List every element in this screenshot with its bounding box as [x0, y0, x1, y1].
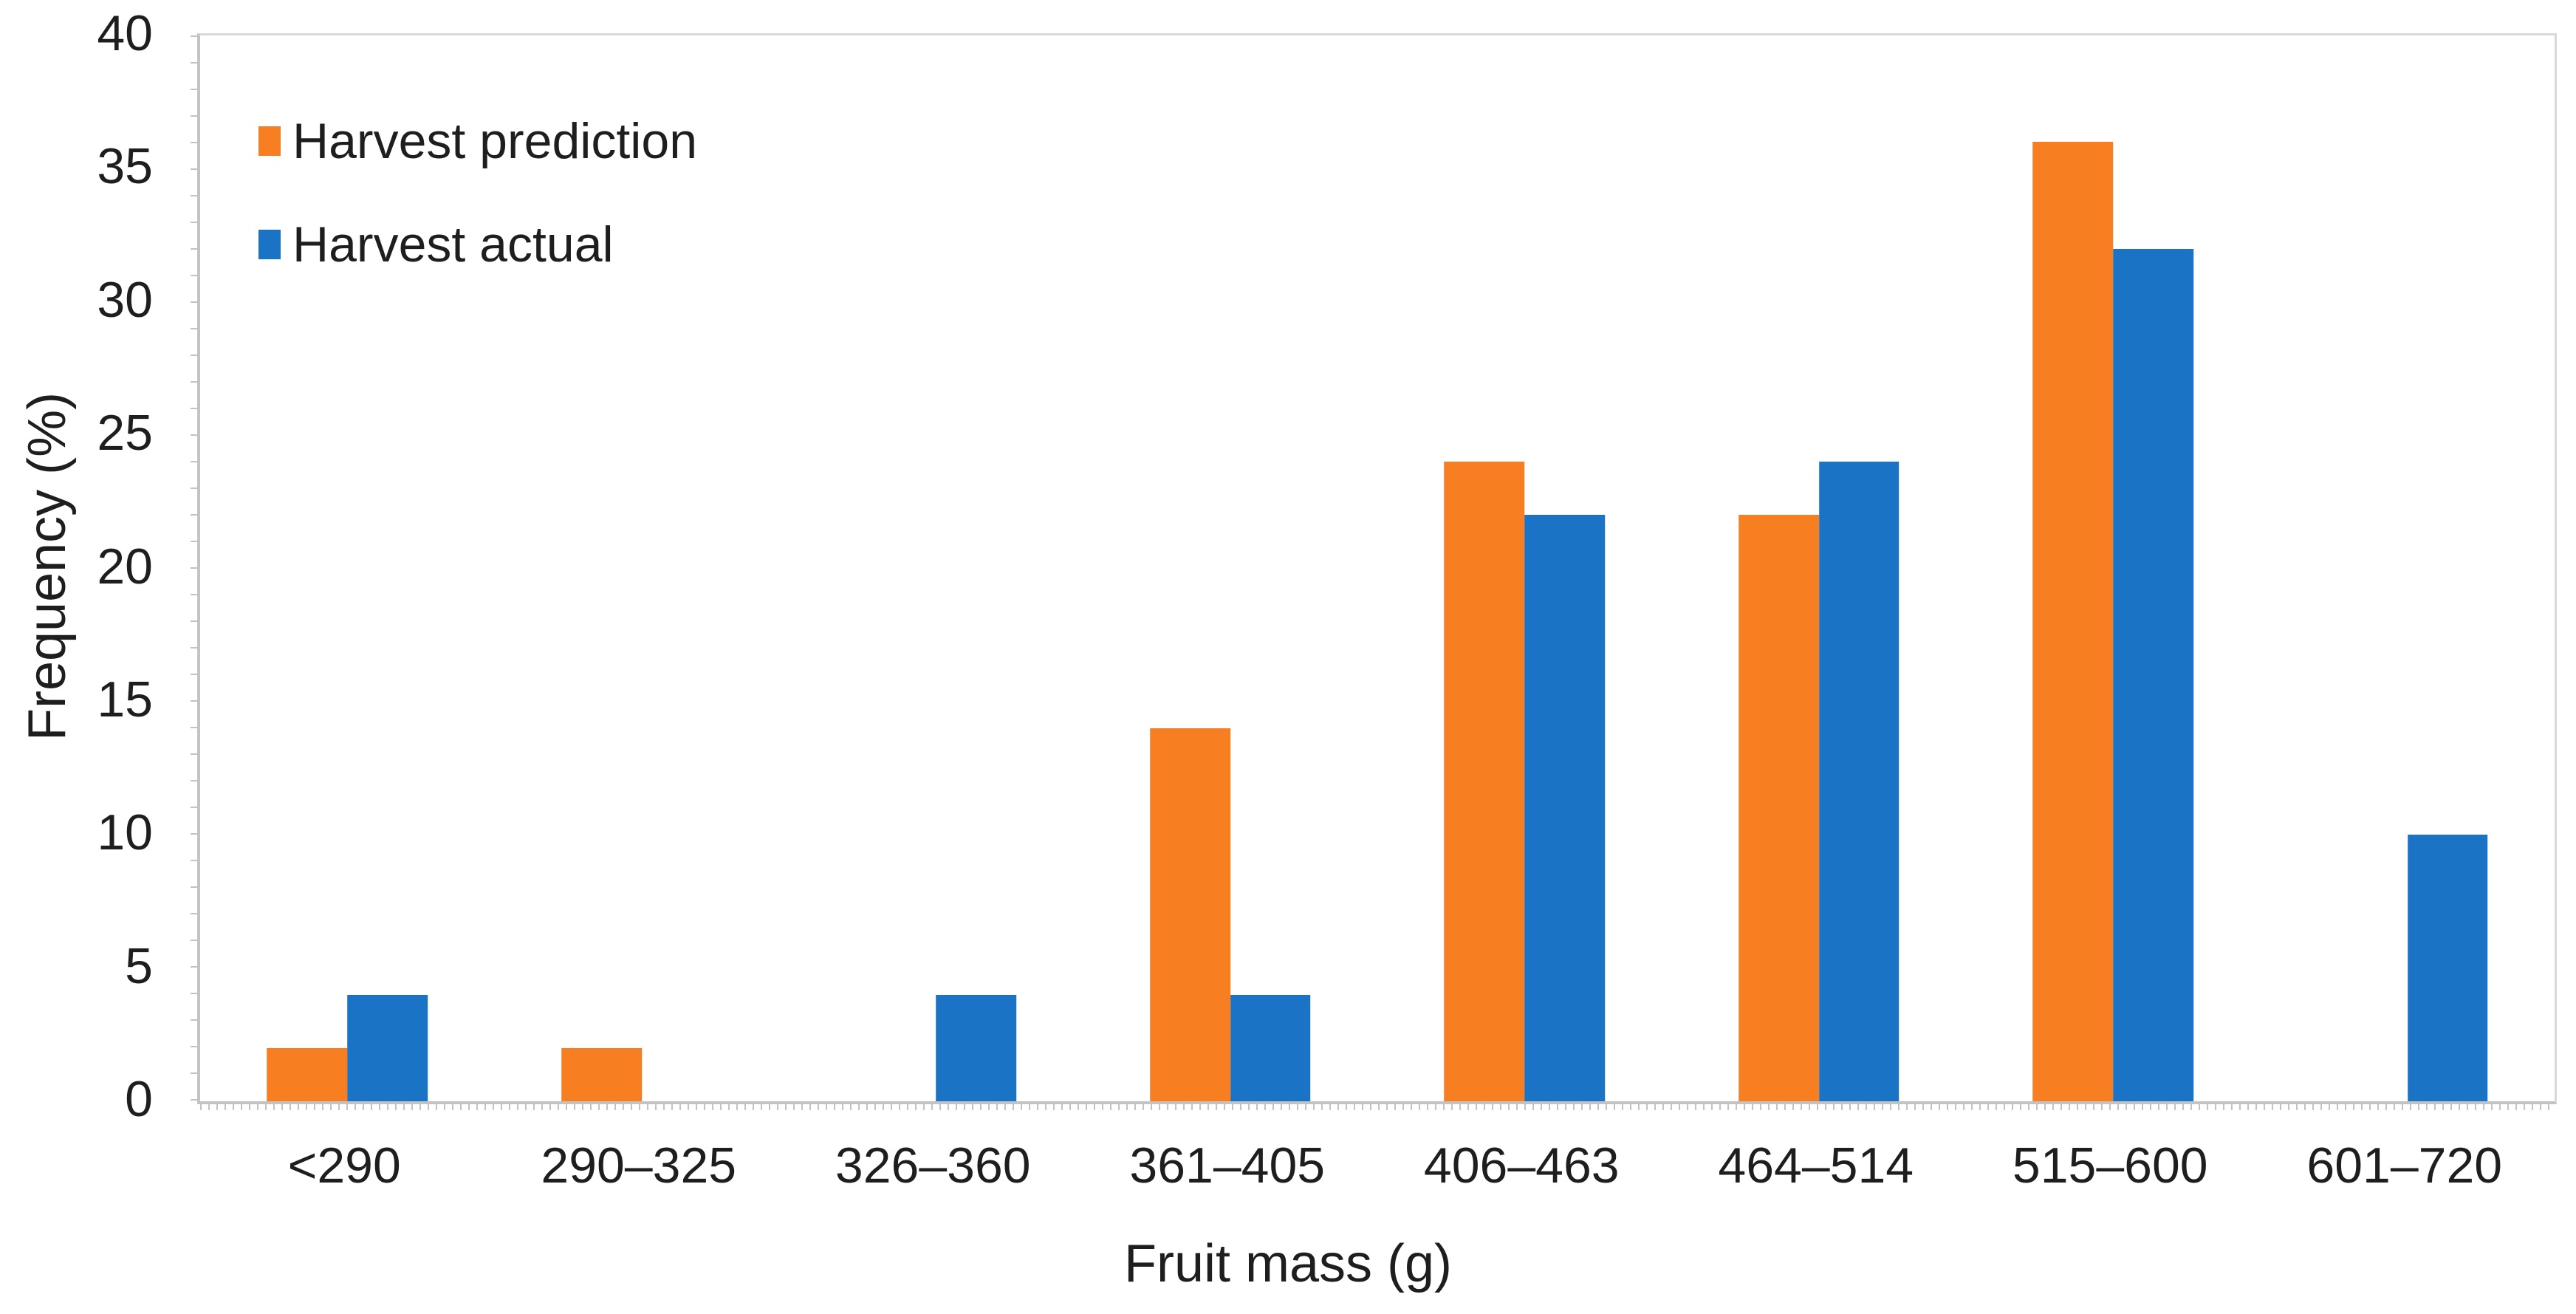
bar-group-601-720 [2261, 35, 2555, 1101]
bar-harvest-actual-361-405 [1230, 994, 1311, 1101]
bar-harvest-actual-515-600 [2113, 248, 2194, 1101]
bar-harvest-prediction-290-325 [561, 1047, 642, 1101]
bar-group-326-360 [789, 35, 1083, 1101]
bar-group-290-325 [495, 35, 789, 1101]
y-axis-tick-label: 20 [97, 538, 153, 595]
legend-swatch-harvest-prediction [258, 126, 281, 156]
y-axis-minor-ticks [191, 35, 197, 1101]
bar-group-406-463 [1377, 35, 1672, 1101]
y-axis-tick-label: 30 [97, 271, 153, 328]
bar-pair [267, 35, 428, 1101]
x-axis-tick-label: 406–463 [1423, 1137, 1620, 1194]
x-axis-minor-ticks [200, 1104, 2555, 1110]
legend-item-harvest-prediction: Harvest prediction [258, 109, 697, 173]
bar-group-515-600 [1966, 35, 2261, 1101]
bar-group-464-514 [1672, 35, 1967, 1101]
y-axis-tick-label: 10 [97, 804, 153, 861]
bar-harvest-prediction-361-405 [1149, 728, 1230, 1101]
legend: Harvest prediction Harvest actual [258, 109, 697, 276]
x-axis-tick-labels: <290 290–325 326–360 361–405 406–463 464–514 5… [197, 1136, 2552, 1197]
bar-pair [1738, 35, 1900, 1101]
legend-label: Harvest actual [292, 216, 614, 273]
bar-harvest-actual-601-720 [2407, 835, 2488, 1101]
bar-pair [855, 35, 1017, 1101]
plot-area: Harvest prediction Harvest actual [191, 33, 2557, 1110]
bar-harvest-actual-406-463 [1524, 515, 1606, 1101]
bar-pair [1149, 35, 1311, 1101]
bar-pair [2032, 35, 2194, 1101]
bar-group-290 [200, 35, 495, 1101]
bar-harvest-actual-290 [347, 994, 428, 1101]
bar-pair [1444, 35, 1606, 1101]
y-axis-tick-label: 25 [97, 405, 153, 462]
y-axis-tick-label: 40 [97, 5, 153, 61]
bar-harvest-actual-326-360 [936, 994, 1017, 1101]
bar-group-361-405 [1083, 35, 1378, 1101]
x-axis-tick-label: 601–720 [2306, 1137, 2503, 1194]
legend-swatch-harvest-actual [258, 230, 281, 259]
x-axis-tick-label: 464–514 [1718, 1137, 1914, 1194]
y-axis-tick-label: 15 [97, 671, 153, 728]
legend-label: Harvest prediction [292, 113, 698, 169]
bar-harvest-prediction-515-600 [2032, 142, 2114, 1101]
bar-harvest-actual-464-514 [1818, 462, 1900, 1101]
x-axis-tick-label: 515–600 [2012, 1137, 2208, 1194]
y-axis-tick-label: 0 [125, 1071, 153, 1127]
bar-groups [200, 35, 2555, 1101]
y-axis-tick-label: 5 [125, 937, 153, 994]
bar-harvest-prediction-290 [267, 1047, 348, 1101]
bar-harvest-prediction-406-463 [1444, 462, 1525, 1101]
bar-pair [2327, 35, 2488, 1101]
x-axis-tick-label: 326–360 [835, 1137, 1031, 1194]
y-axis-tick-labels: 40 35 30 25 20 15 10 5 0 [0, 8, 166, 1124]
x-axis-tick-label: 290–325 [541, 1137, 737, 1194]
legend-item-harvest-actual: Harvest actual [258, 213, 697, 276]
x-axis-tick-label: <290 [287, 1137, 401, 1194]
x-axis-tick-label: 361–405 [1129, 1137, 1326, 1194]
bar-pair [561, 35, 722, 1101]
x-axis-title: Fruit mass (g) [1123, 1234, 1453, 1293]
y-axis-tick-label: 35 [97, 138, 153, 195]
bar-harvest-prediction-464-514 [1738, 515, 1819, 1101]
